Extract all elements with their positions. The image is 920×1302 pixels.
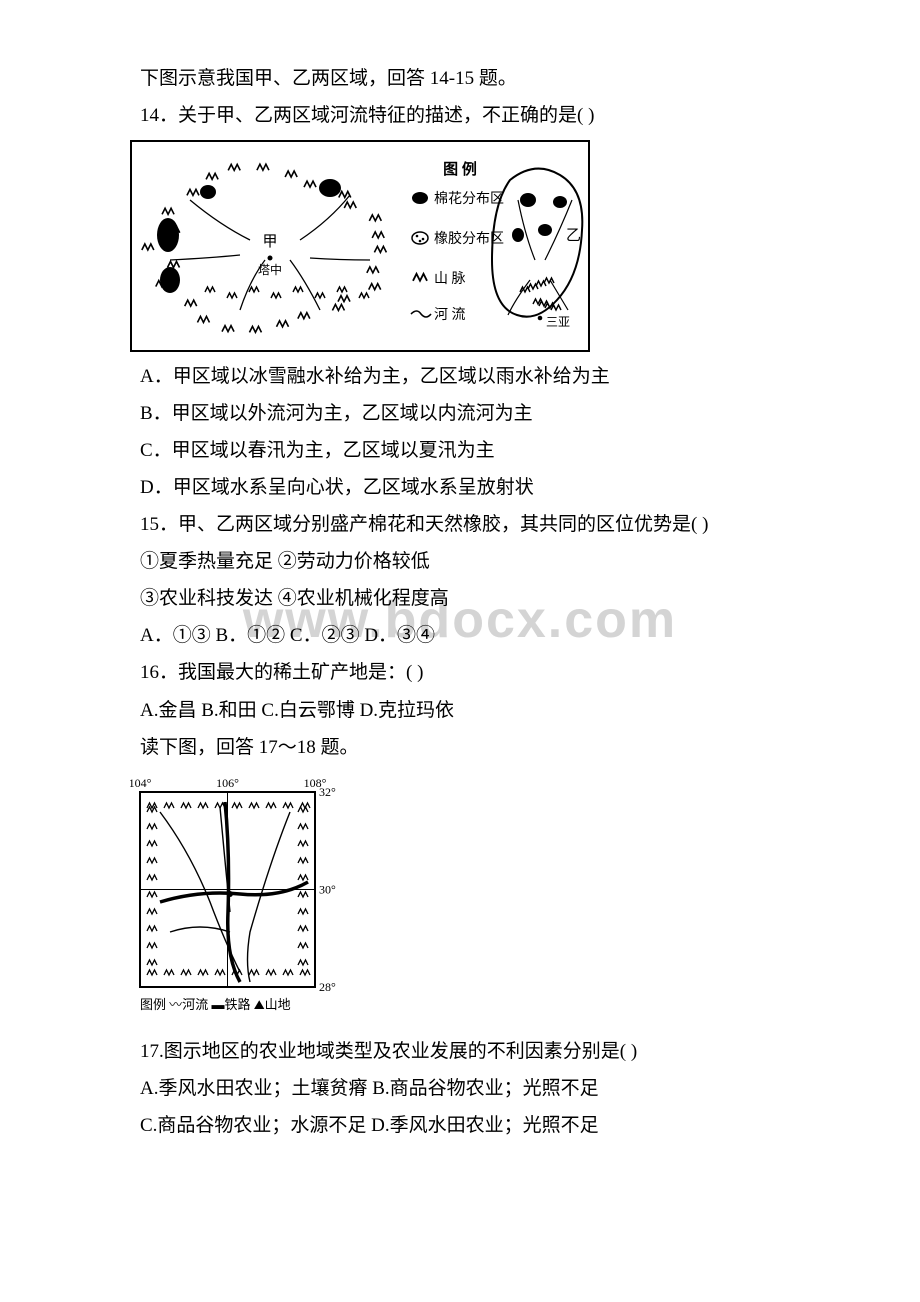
q15-stmt-2: ③农业科技发达 ④农业机械化程度高 bbox=[140, 580, 790, 617]
svg-text:图 例: 图 例 bbox=[443, 160, 477, 178]
svg-text:棉花分布区: 棉花分布区 bbox=[434, 190, 504, 207]
svg-text:河 流: 河 流 bbox=[434, 307, 466, 323]
q15-stmt-1: ①夏季热量充足 ②劳动力价格较低 bbox=[140, 543, 790, 580]
svg-text:甲: 甲 bbox=[262, 234, 277, 250]
svg-text:乙: 乙 bbox=[566, 228, 581, 244]
q14-option-b: B．甲区域以外流河为主，乙区域以内流河为主 bbox=[140, 395, 790, 432]
svg-text:山 脉: 山 脉 bbox=[434, 271, 466, 287]
question-14: 14．关于甲、乙两区域河流特征的描述，不正确的是( ) bbox=[140, 97, 790, 134]
q14-option-d: D．甲区域水系呈向心状，乙区域水系呈放射状 bbox=[140, 469, 790, 506]
intro-17-18: 读下图，回答 17～18 题。 bbox=[140, 729, 790, 766]
question-16: 16．我国最大的稀土矿产地是：( ) bbox=[140, 654, 790, 691]
q15-options: A．①③ B．①② C．②③ D．③④ bbox=[140, 617, 790, 654]
svg-text:28°: 28° bbox=[319, 980, 336, 994]
figure-1: 甲塔中图 例棉花分布区橡胶分布区山 脉河 流乙三亚 bbox=[130, 140, 790, 352]
q17-options-2: C.商品谷物农业；水源不足 D.季风水田农业；光照不足 bbox=[140, 1107, 790, 1144]
q14-option-a: A．甲区域以冰雪融水补给为主，乙区域以雨水补给为主 bbox=[140, 358, 790, 395]
figure-2: 104°106°108°32°30°28°图例 〰河流 ▬铁路 ⛰山地 bbox=[130, 772, 790, 1027]
svg-text:32°: 32° bbox=[319, 785, 336, 799]
svg-text:塔中: 塔中 bbox=[258, 262, 282, 277]
intro-14-15: 下图示意我国甲、乙两区域，回答 14-15 题。 bbox=[140, 60, 790, 97]
svg-text:三亚: 三亚 bbox=[546, 315, 570, 329]
question-17: 17.图示地区的农业地域类型及农业发展的不利因素分别是( ) bbox=[140, 1033, 790, 1070]
q17-options-1: A.季风水田农业；土壤贫瘠 B.商品谷物农业；光照不足 bbox=[140, 1070, 790, 1107]
question-15: 15．甲、乙两区域分别盛产棉花和天然橡胶，其共同的区位优势是( ) bbox=[140, 506, 790, 543]
q16-options: A.金昌 B.和田 C.白云鄂博 D.克拉玛依 bbox=[140, 692, 790, 729]
svg-text:106°: 106° bbox=[216, 776, 239, 790]
q14-option-c: C．甲区域以春汛为主，乙区域以夏汛为主 bbox=[140, 432, 790, 469]
svg-text:104°: 104° bbox=[130, 776, 152, 790]
svg-text:30°: 30° bbox=[319, 882, 336, 896]
svg-text:图例 〰河流 ▬铁路 ⛰山地: 图例 〰河流 ▬铁路 ⛰山地 bbox=[140, 997, 291, 1012]
